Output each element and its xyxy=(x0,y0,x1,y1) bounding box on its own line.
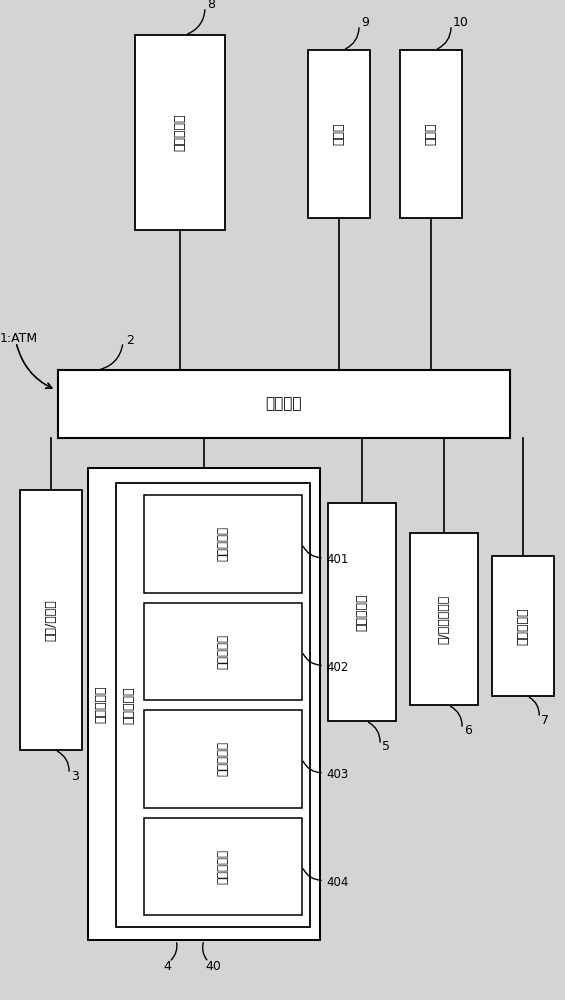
Text: 6: 6 xyxy=(464,724,472,738)
Bar xyxy=(88,468,320,940)
Text: 401: 401 xyxy=(326,553,349,566)
Bar xyxy=(20,490,82,750)
Text: 10: 10 xyxy=(453,16,469,29)
Bar xyxy=(308,50,370,218)
Bar xyxy=(144,495,302,592)
Text: 403: 403 xyxy=(326,768,348,781)
Text: 2: 2 xyxy=(126,334,134,347)
Text: 404: 404 xyxy=(326,876,349,889)
Bar xyxy=(144,818,302,915)
Text: 7: 7 xyxy=(541,714,549,726)
Text: 显示/操作部: 显示/操作部 xyxy=(45,599,58,641)
Bar xyxy=(144,602,302,700)
Text: 识别存储部: 识别存储部 xyxy=(216,849,229,884)
Text: 存储部: 存储部 xyxy=(332,123,346,145)
Text: 主控制部: 主控制部 xyxy=(266,396,302,412)
Text: 声音引导部: 声音引导部 xyxy=(173,114,186,151)
Bar xyxy=(400,50,462,218)
Text: 1:ATM: 1:ATM xyxy=(0,332,38,344)
Text: 读取传感器: 读取传感器 xyxy=(216,526,229,561)
Text: 存折处理部: 存折处理部 xyxy=(516,607,529,645)
Text: 4: 4 xyxy=(163,960,171,972)
Text: 纸币处理部: 纸币处理部 xyxy=(94,685,107,723)
Text: 8: 8 xyxy=(207,0,215,11)
Bar xyxy=(135,35,225,230)
Text: 40: 40 xyxy=(205,960,221,972)
Bar xyxy=(410,533,478,705)
Text: 硬币处理部: 硬币处理部 xyxy=(355,593,368,631)
Text: 纸币识别部: 纸币识别部 xyxy=(123,686,136,724)
Text: 透射传感器: 透射传感器 xyxy=(216,741,229,776)
Text: 卡/单票处理部: 卡/单票处理部 xyxy=(437,594,450,644)
Bar xyxy=(328,503,396,721)
Text: 3: 3 xyxy=(71,770,79,782)
Bar xyxy=(58,370,510,438)
Bar xyxy=(116,483,310,927)
Text: 通信部: 通信部 xyxy=(424,123,437,145)
Bar xyxy=(144,710,302,808)
Text: 9: 9 xyxy=(361,16,369,29)
Text: 磁性传感器: 磁性传感器 xyxy=(216,634,229,669)
Text: 5: 5 xyxy=(382,740,390,754)
Bar xyxy=(492,556,554,696)
Text: 402: 402 xyxy=(326,661,349,674)
